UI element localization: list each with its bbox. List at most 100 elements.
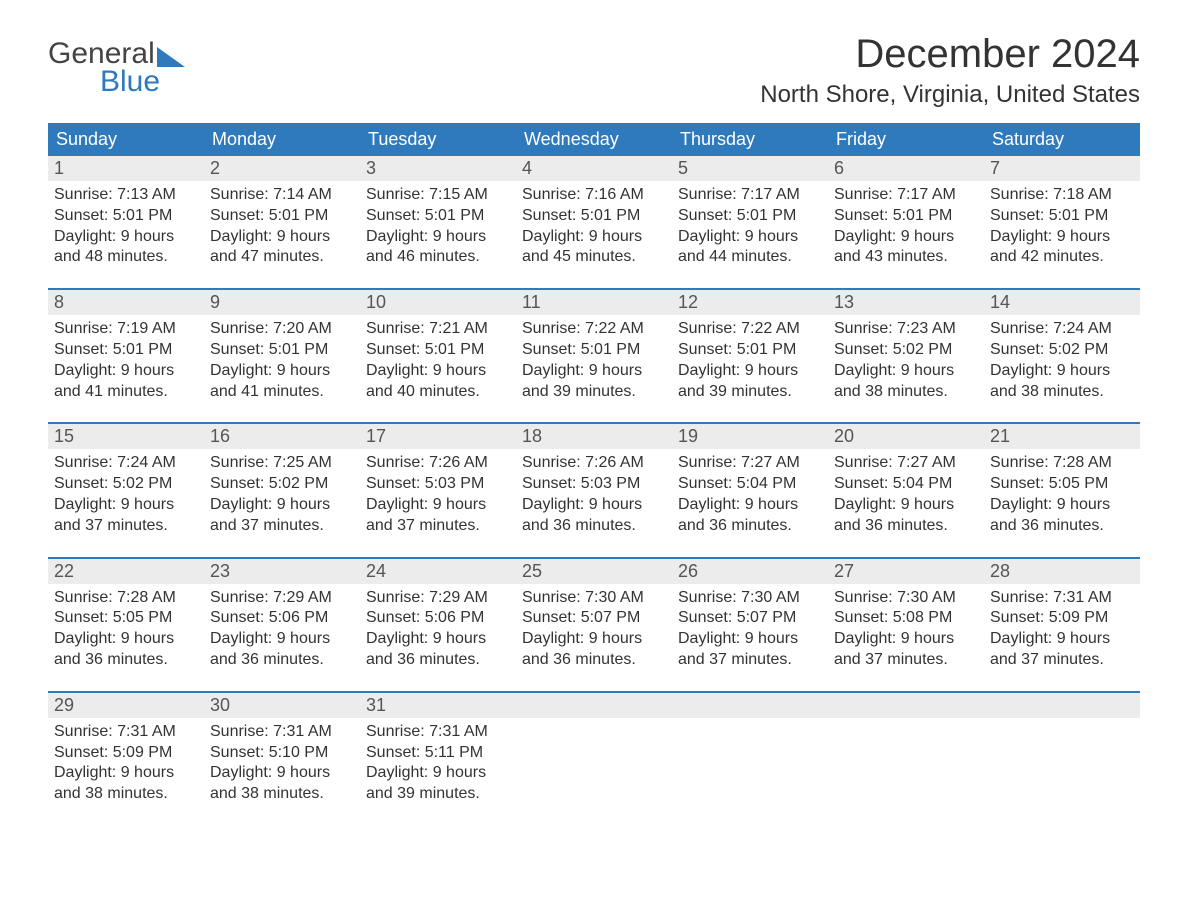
sunrise-text: Sunrise: 7:23 AM	[834, 319, 978, 340]
sunset-text: Sunset: 5:01 PM	[678, 206, 822, 227]
sunrise-text: Sunrise: 7:25 AM	[210, 453, 354, 474]
calendar-day: 15Sunrise: 7:24 AMSunset: 5:02 PMDayligh…	[48, 424, 204, 538]
dow-monday: Monday	[204, 123, 360, 156]
calendar-day: 11Sunrise: 7:22 AMSunset: 5:01 PMDayligh…	[516, 290, 672, 404]
day-body: Sunrise: 7:27 AMSunset: 5:04 PMDaylight:…	[828, 449, 984, 538]
day-body: Sunrise: 7:22 AMSunset: 5:01 PMDaylight:…	[672, 315, 828, 404]
daylight-line2: and 47 minutes.	[210, 247, 354, 268]
sunrise-text: Sunrise: 7:26 AM	[522, 453, 666, 474]
day-number: 20	[828, 424, 984, 449]
daylight-line1: Daylight: 9 hours	[522, 629, 666, 650]
sunset-text: Sunset: 5:01 PM	[210, 206, 354, 227]
day-number: 12	[672, 290, 828, 315]
day-number: 8	[48, 290, 204, 315]
day-body: Sunrise: 7:31 AMSunset: 5:09 PMDaylight:…	[48, 718, 204, 807]
dow-friday: Friday	[828, 123, 984, 156]
calendar-day	[984, 693, 1140, 807]
sunset-text: Sunset: 5:01 PM	[366, 340, 510, 361]
weeks-container: 1Sunrise: 7:13 AMSunset: 5:01 PMDaylight…	[48, 156, 1140, 807]
day-number: 30	[204, 693, 360, 718]
calendar-day: 23Sunrise: 7:29 AMSunset: 5:06 PMDayligh…	[204, 559, 360, 673]
logo-triangle-icon	[157, 47, 185, 67]
daylight-line2: and 36 minutes.	[366, 650, 510, 671]
calendar-day: 25Sunrise: 7:30 AMSunset: 5:07 PMDayligh…	[516, 559, 672, 673]
sunset-text: Sunset: 5:01 PM	[834, 206, 978, 227]
day-number: 3	[360, 156, 516, 181]
calendar-day: 1Sunrise: 7:13 AMSunset: 5:01 PMDaylight…	[48, 156, 204, 270]
calendar-day: 14Sunrise: 7:24 AMSunset: 5:02 PMDayligh…	[984, 290, 1140, 404]
day-body: Sunrise: 7:19 AMSunset: 5:01 PMDaylight:…	[48, 315, 204, 404]
day-number: 2	[204, 156, 360, 181]
calendar-week: 22Sunrise: 7:28 AMSunset: 5:05 PMDayligh…	[48, 557, 1140, 673]
calendar-day: 30Sunrise: 7:31 AMSunset: 5:10 PMDayligh…	[204, 693, 360, 807]
sunrise-text: Sunrise: 7:24 AM	[990, 319, 1134, 340]
day-number: 10	[360, 290, 516, 315]
day-number: 21	[984, 424, 1140, 449]
daylight-line2: and 37 minutes.	[990, 650, 1134, 671]
day-number: 16	[204, 424, 360, 449]
title-block: December 2024 North Shore, Virginia, Uni…	[760, 32, 1140, 119]
daylight-line1: Daylight: 9 hours	[990, 629, 1134, 650]
calendar-day: 18Sunrise: 7:26 AMSunset: 5:03 PMDayligh…	[516, 424, 672, 538]
day-number: 13	[828, 290, 984, 315]
daylight-line1: Daylight: 9 hours	[522, 361, 666, 382]
location: North Shore, Virginia, United States	[760, 81, 1140, 109]
sunset-text: Sunset: 5:01 PM	[990, 206, 1134, 227]
calendar-day: 28Sunrise: 7:31 AMSunset: 5:09 PMDayligh…	[984, 559, 1140, 673]
calendar-week: 29Sunrise: 7:31 AMSunset: 5:09 PMDayligh…	[48, 691, 1140, 807]
day-body: Sunrise: 7:26 AMSunset: 5:03 PMDaylight:…	[360, 449, 516, 538]
daylight-line1: Daylight: 9 hours	[366, 361, 510, 382]
calendar-day: 12Sunrise: 7:22 AMSunset: 5:01 PMDayligh…	[672, 290, 828, 404]
daylight-line2: and 40 minutes.	[366, 382, 510, 403]
day-number: 15	[48, 424, 204, 449]
calendar-day	[516, 693, 672, 807]
calendar-day: 16Sunrise: 7:25 AMSunset: 5:02 PMDayligh…	[204, 424, 360, 538]
calendar-day: 21Sunrise: 7:28 AMSunset: 5:05 PMDayligh…	[984, 424, 1140, 538]
day-body: Sunrise: 7:27 AMSunset: 5:04 PMDaylight:…	[672, 449, 828, 538]
day-body	[984, 718, 1140, 798]
calendar: Sunday Monday Tuesday Wednesday Thursday…	[48, 123, 1140, 807]
sunset-text: Sunset: 5:03 PM	[366, 474, 510, 495]
sunrise-text: Sunrise: 7:31 AM	[990, 588, 1134, 609]
day-body: Sunrise: 7:31 AMSunset: 5:09 PMDaylight:…	[984, 584, 1140, 673]
daylight-line2: and 36 minutes.	[990, 516, 1134, 537]
daylight-line2: and 36 minutes.	[678, 516, 822, 537]
sunrise-text: Sunrise: 7:27 AM	[834, 453, 978, 474]
sunrise-text: Sunrise: 7:14 AM	[210, 185, 354, 206]
calendar-day: 19Sunrise: 7:27 AMSunset: 5:04 PMDayligh…	[672, 424, 828, 538]
day-number: 14	[984, 290, 1140, 315]
sunrise-text: Sunrise: 7:31 AM	[366, 722, 510, 743]
daylight-line2: and 48 minutes.	[54, 247, 198, 268]
daylight-line1: Daylight: 9 hours	[678, 629, 822, 650]
daylight-line2: and 38 minutes.	[834, 382, 978, 403]
sunset-text: Sunset: 5:07 PM	[522, 608, 666, 629]
daylight-line1: Daylight: 9 hours	[678, 361, 822, 382]
day-number: 29	[48, 693, 204, 718]
calendar-day: 5Sunrise: 7:17 AMSunset: 5:01 PMDaylight…	[672, 156, 828, 270]
day-body: Sunrise: 7:30 AMSunset: 5:07 PMDaylight:…	[516, 584, 672, 673]
sunrise-text: Sunrise: 7:22 AM	[678, 319, 822, 340]
day-body: Sunrise: 7:25 AMSunset: 5:02 PMDaylight:…	[204, 449, 360, 538]
sunrise-text: Sunrise: 7:13 AM	[54, 185, 198, 206]
daylight-line2: and 41 minutes.	[54, 382, 198, 403]
day-number	[828, 693, 984, 718]
daylight-line2: and 46 minutes.	[366, 247, 510, 268]
sunrise-text: Sunrise: 7:26 AM	[366, 453, 510, 474]
sunrise-text: Sunrise: 7:21 AM	[366, 319, 510, 340]
sunset-text: Sunset: 5:02 PM	[210, 474, 354, 495]
dow-sunday: Sunday	[48, 123, 204, 156]
daylight-line1: Daylight: 9 hours	[834, 227, 978, 248]
sunrise-text: Sunrise: 7:27 AM	[678, 453, 822, 474]
calendar-week: 8Sunrise: 7:19 AMSunset: 5:01 PMDaylight…	[48, 288, 1140, 404]
daylight-line2: and 38 minutes.	[990, 382, 1134, 403]
sunset-text: Sunset: 5:08 PM	[834, 608, 978, 629]
day-number: 25	[516, 559, 672, 584]
sunset-text: Sunset: 5:02 PM	[990, 340, 1134, 361]
calendar-day	[672, 693, 828, 807]
sunrise-text: Sunrise: 7:30 AM	[522, 588, 666, 609]
day-number: 27	[828, 559, 984, 584]
day-body: Sunrise: 7:26 AMSunset: 5:03 PMDaylight:…	[516, 449, 672, 538]
daylight-line2: and 38 minutes.	[54, 784, 198, 805]
day-number: 26	[672, 559, 828, 584]
sunset-text: Sunset: 5:07 PM	[678, 608, 822, 629]
